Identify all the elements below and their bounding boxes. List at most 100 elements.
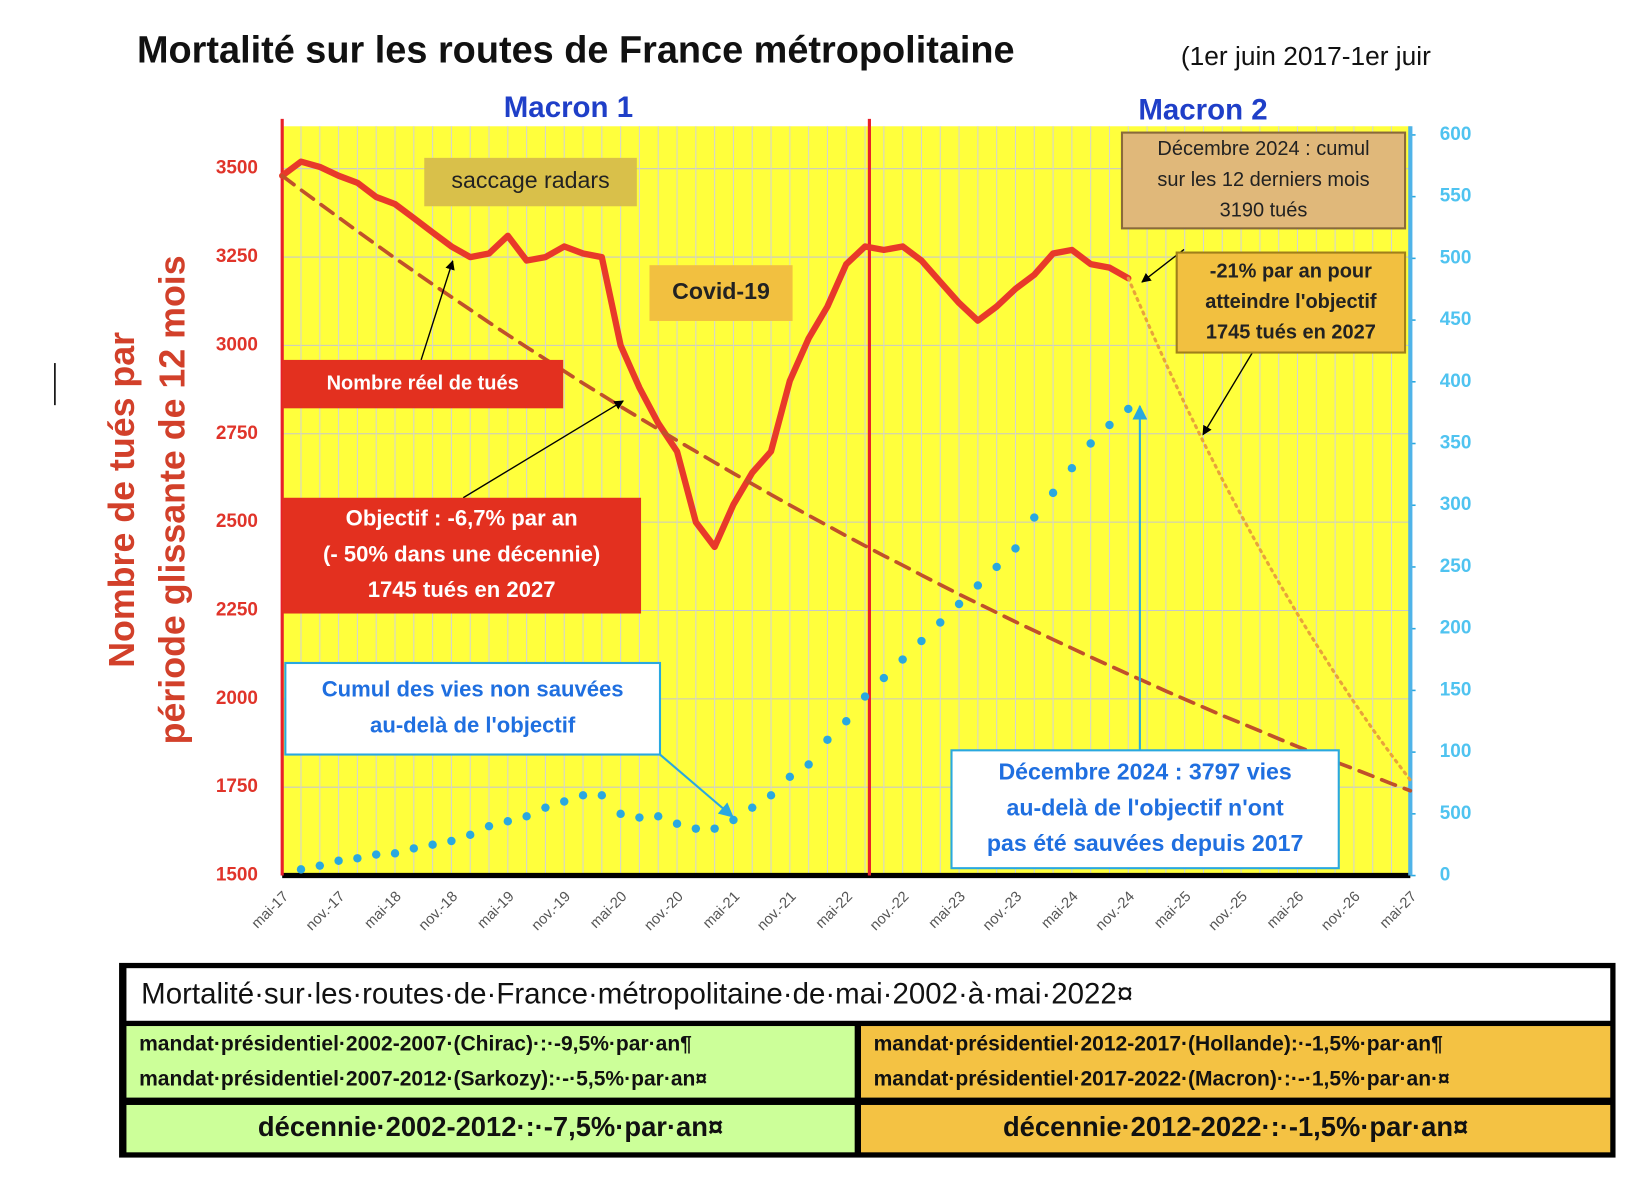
data-point <box>804 760 813 769</box>
table-cell-text: mandat·présidentiel·2007-2012·(Sarkozy):… <box>139 1067 707 1090</box>
series-line <box>279 158 1132 551</box>
data-point <box>635 813 644 822</box>
y-tick-label: 2000 <box>216 688 258 709</box>
annotation-text: Nombre réel de tués <box>327 372 519 394</box>
annotation-text: 1745 tués en 2027 <box>368 577 556 602</box>
data-point <box>560 797 569 806</box>
data-point <box>973 581 983 590</box>
data-point <box>1105 420 1114 430</box>
x-tick-label: mai-21 <box>700 889 743 932</box>
data-point <box>1030 513 1039 522</box>
y2-tick-label: 550 <box>1440 186 1472 207</box>
y-tick-label: 1500 <box>216 865 258 886</box>
data-point <box>1086 439 1095 448</box>
annotation-box <box>1175 251 1407 354</box>
data-point <box>409 844 419 853</box>
data-point <box>710 824 719 833</box>
x-tick-label: mai-24 <box>1039 889 1082 932</box>
annotation-text: 3190 tués <box>1220 199 1308 221</box>
y2-tick-label: 450 <box>1440 309 1472 330</box>
data-point <box>1124 404 1133 414</box>
x-tick-label: mai-18 <box>362 889 405 932</box>
data-point <box>616 809 625 819</box>
data-point <box>447 836 456 846</box>
annotation-text: Décembre 2024 : cumul <box>1157 138 1369 160</box>
annotation-text: au-delà de l'objectif <box>370 712 576 737</box>
chart-subtitle: (1er juin 2017-1er juir <box>1181 41 1431 71</box>
table-cell <box>126 1026 855 1098</box>
x-tick-label: nov.-21 <box>754 889 799 934</box>
y-tick-label: 3250 <box>216 246 258 267</box>
table-title-cell <box>126 968 1611 1021</box>
annotation-text: Objectif : -6,7% par an <box>346 506 578 531</box>
y2-tick-label: 0 <box>1440 865 1451 886</box>
annotation-text: (- 50% dans une décennie) <box>323 541 600 566</box>
x-tick-label: nov.-17 <box>303 889 348 934</box>
data-point <box>503 817 513 826</box>
annotation-text: Macron 2 <box>1138 93 1267 126</box>
data-point <box>672 819 682 828</box>
data-point <box>785 772 795 782</box>
data-point <box>823 735 832 744</box>
data-point <box>390 849 400 858</box>
annotation-text: Covid-19 <box>672 278 770 304</box>
data-point <box>860 692 870 701</box>
x-tick-label: mai-23 <box>926 889 969 932</box>
y2-tick-label: 200 <box>1440 618 1472 639</box>
data-point <box>842 717 851 726</box>
data-point <box>484 821 494 831</box>
data-point <box>1048 488 1058 498</box>
y2-tick-label: 250 <box>1440 556 1472 577</box>
x-tick-label: mai-25 <box>1151 889 1194 932</box>
y2-tick-label: 600 <box>1440 124 1472 145</box>
y-tick-label: 3500 <box>216 158 258 179</box>
x-tick-label: nov.-24 <box>1093 889 1138 934</box>
y2-tick-label: 400 <box>1440 371 1472 392</box>
data-point <box>879 673 889 683</box>
data-point <box>353 854 362 863</box>
annotation-text: sur les 12 derniers mois <box>1157 169 1369 191</box>
annotation-box <box>282 497 642 614</box>
table-cell-text: décennie·2012-2022·:·-1,5%·par·an¤ <box>1003 1111 1468 1142</box>
data-point <box>334 856 343 865</box>
x-tick-label: mai-27 <box>1377 889 1420 932</box>
data-point <box>898 655 907 664</box>
data-point <box>1011 544 1020 553</box>
x-tick-label: nov.-26 <box>1318 889 1363 934</box>
y2-tick-label: 500 <box>1440 247 1472 268</box>
table-cell-text: décennie·2002-2012·:·-7,5%·par·an¤ <box>258 1111 723 1142</box>
data-point <box>748 803 757 812</box>
annotation-text: saccage radars <box>451 167 609 193</box>
x-tick-label: mai-22 <box>813 889 856 932</box>
x-tick-label: nov.-25 <box>1206 889 1251 934</box>
data-point <box>691 824 701 833</box>
data-point <box>428 840 437 849</box>
y-tick-label: 2250 <box>216 599 258 620</box>
annotation-text: Macron 1 <box>504 91 633 124</box>
data-point <box>917 636 926 646</box>
x-tick-label: nov.-22 <box>867 889 912 934</box>
annotation-box <box>950 749 1340 870</box>
y2-tick-label: 350 <box>1440 433 1472 454</box>
data-point <box>954 599 964 609</box>
table-cell <box>860 1104 1611 1153</box>
x-tick-label: mai-17 <box>249 889 292 932</box>
arrow <box>1202 352 1254 436</box>
annotation-text: au-delà de l'objectif n'ont <box>1007 794 1284 820</box>
y2-tick-label: 500 <box>1440 803 1472 824</box>
y-tick-label: 3000 <box>216 334 258 355</box>
series-line <box>280 173 1413 793</box>
data-point <box>541 803 550 812</box>
x-tick-label: nov.-18 <box>416 889 461 934</box>
y-axis-label: Nombre de tués par période glissante de … <box>102 255 193 744</box>
y2-tick-label: 150 <box>1440 679 1472 700</box>
x-tick-label: mai-19 <box>474 889 517 932</box>
x-tick-label: nov.-20 <box>642 889 687 934</box>
y2-tick-label: 100 <box>1440 741 1472 762</box>
annotation-box <box>284 661 662 756</box>
y-tick-label: 2500 <box>216 511 258 532</box>
annotation-box <box>1120 131 1407 230</box>
annotation-text: Décembre 2024 : 3797 vies <box>998 759 1291 785</box>
